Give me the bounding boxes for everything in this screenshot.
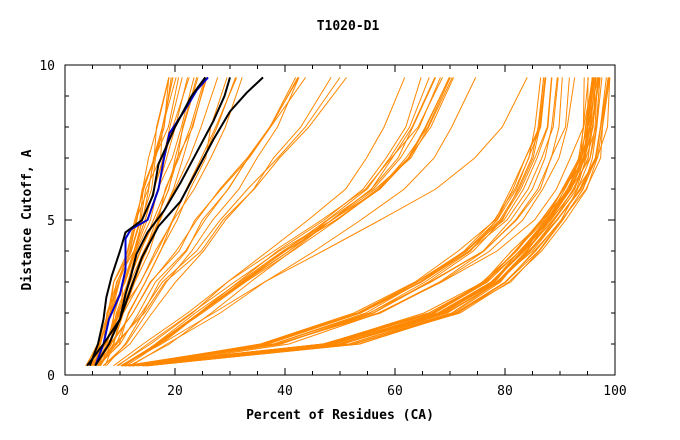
y-tick-label: 10 — [39, 59, 55, 74]
series-line — [104, 77, 172, 366]
x-tick-label: 40 — [277, 384, 293, 399]
series-line — [122, 77, 594, 367]
x-tick-label: 20 — [167, 384, 183, 399]
x-tick-label: 0 — [61, 384, 69, 399]
series-line — [121, 77, 600, 367]
series-line — [130, 77, 477, 367]
series-line — [102, 77, 300, 367]
x-tick-label: 80 — [497, 384, 513, 399]
y-tick-label: 5 — [47, 214, 55, 229]
x-tick-label: 60 — [387, 384, 403, 399]
series-line — [133, 77, 547, 367]
series-line — [121, 77, 436, 367]
series-line — [85, 77, 170, 366]
series-line — [129, 77, 546, 367]
series-line — [133, 77, 570, 367]
series-layer — [85, 77, 611, 367]
series-line — [146, 77, 593, 367]
series-line — [120, 77, 528, 367]
highlight-series-line — [88, 76, 207, 367]
series-line — [146, 77, 603, 367]
series-line — [120, 77, 441, 367]
series-line — [139, 77, 597, 367]
series-line — [121, 77, 589, 367]
series-line — [131, 77, 542, 367]
highlight-series-line — [86, 76, 264, 367]
series-line — [124, 77, 552, 367]
series-line — [116, 77, 406, 367]
series-line — [142, 77, 611, 367]
x-axis-label: Percent of Residues (CA) — [246, 408, 434, 423]
series-line — [129, 77, 585, 367]
series-line — [130, 77, 595, 367]
series-line — [106, 77, 300, 367]
y-axis-label: Distance Cutoff, A — [20, 149, 35, 290]
series-line — [129, 77, 437, 367]
y-tick-label: 0 — [47, 369, 55, 384]
series-line — [124, 77, 589, 367]
axis-layer: 0 20 40 60 80 100 0 5 10 — [39, 59, 626, 399]
chart-title: T1020-D1 — [317, 19, 380, 34]
series-line — [132, 77, 610, 367]
series-line — [85, 77, 180, 366]
series-line — [132, 77, 599, 367]
series-line — [117, 77, 455, 367]
series-line — [99, 77, 236, 366]
series-line — [94, 77, 347, 367]
series-line — [113, 77, 443, 367]
series-line — [128, 77, 609, 367]
series-line — [102, 77, 332, 367]
series-line — [98, 77, 238, 367]
series-line — [145, 77, 611, 367]
series-line — [142, 77, 599, 367]
highlight-layer — [86, 76, 264, 367]
x-tick-label: 100 — [603, 384, 626, 399]
